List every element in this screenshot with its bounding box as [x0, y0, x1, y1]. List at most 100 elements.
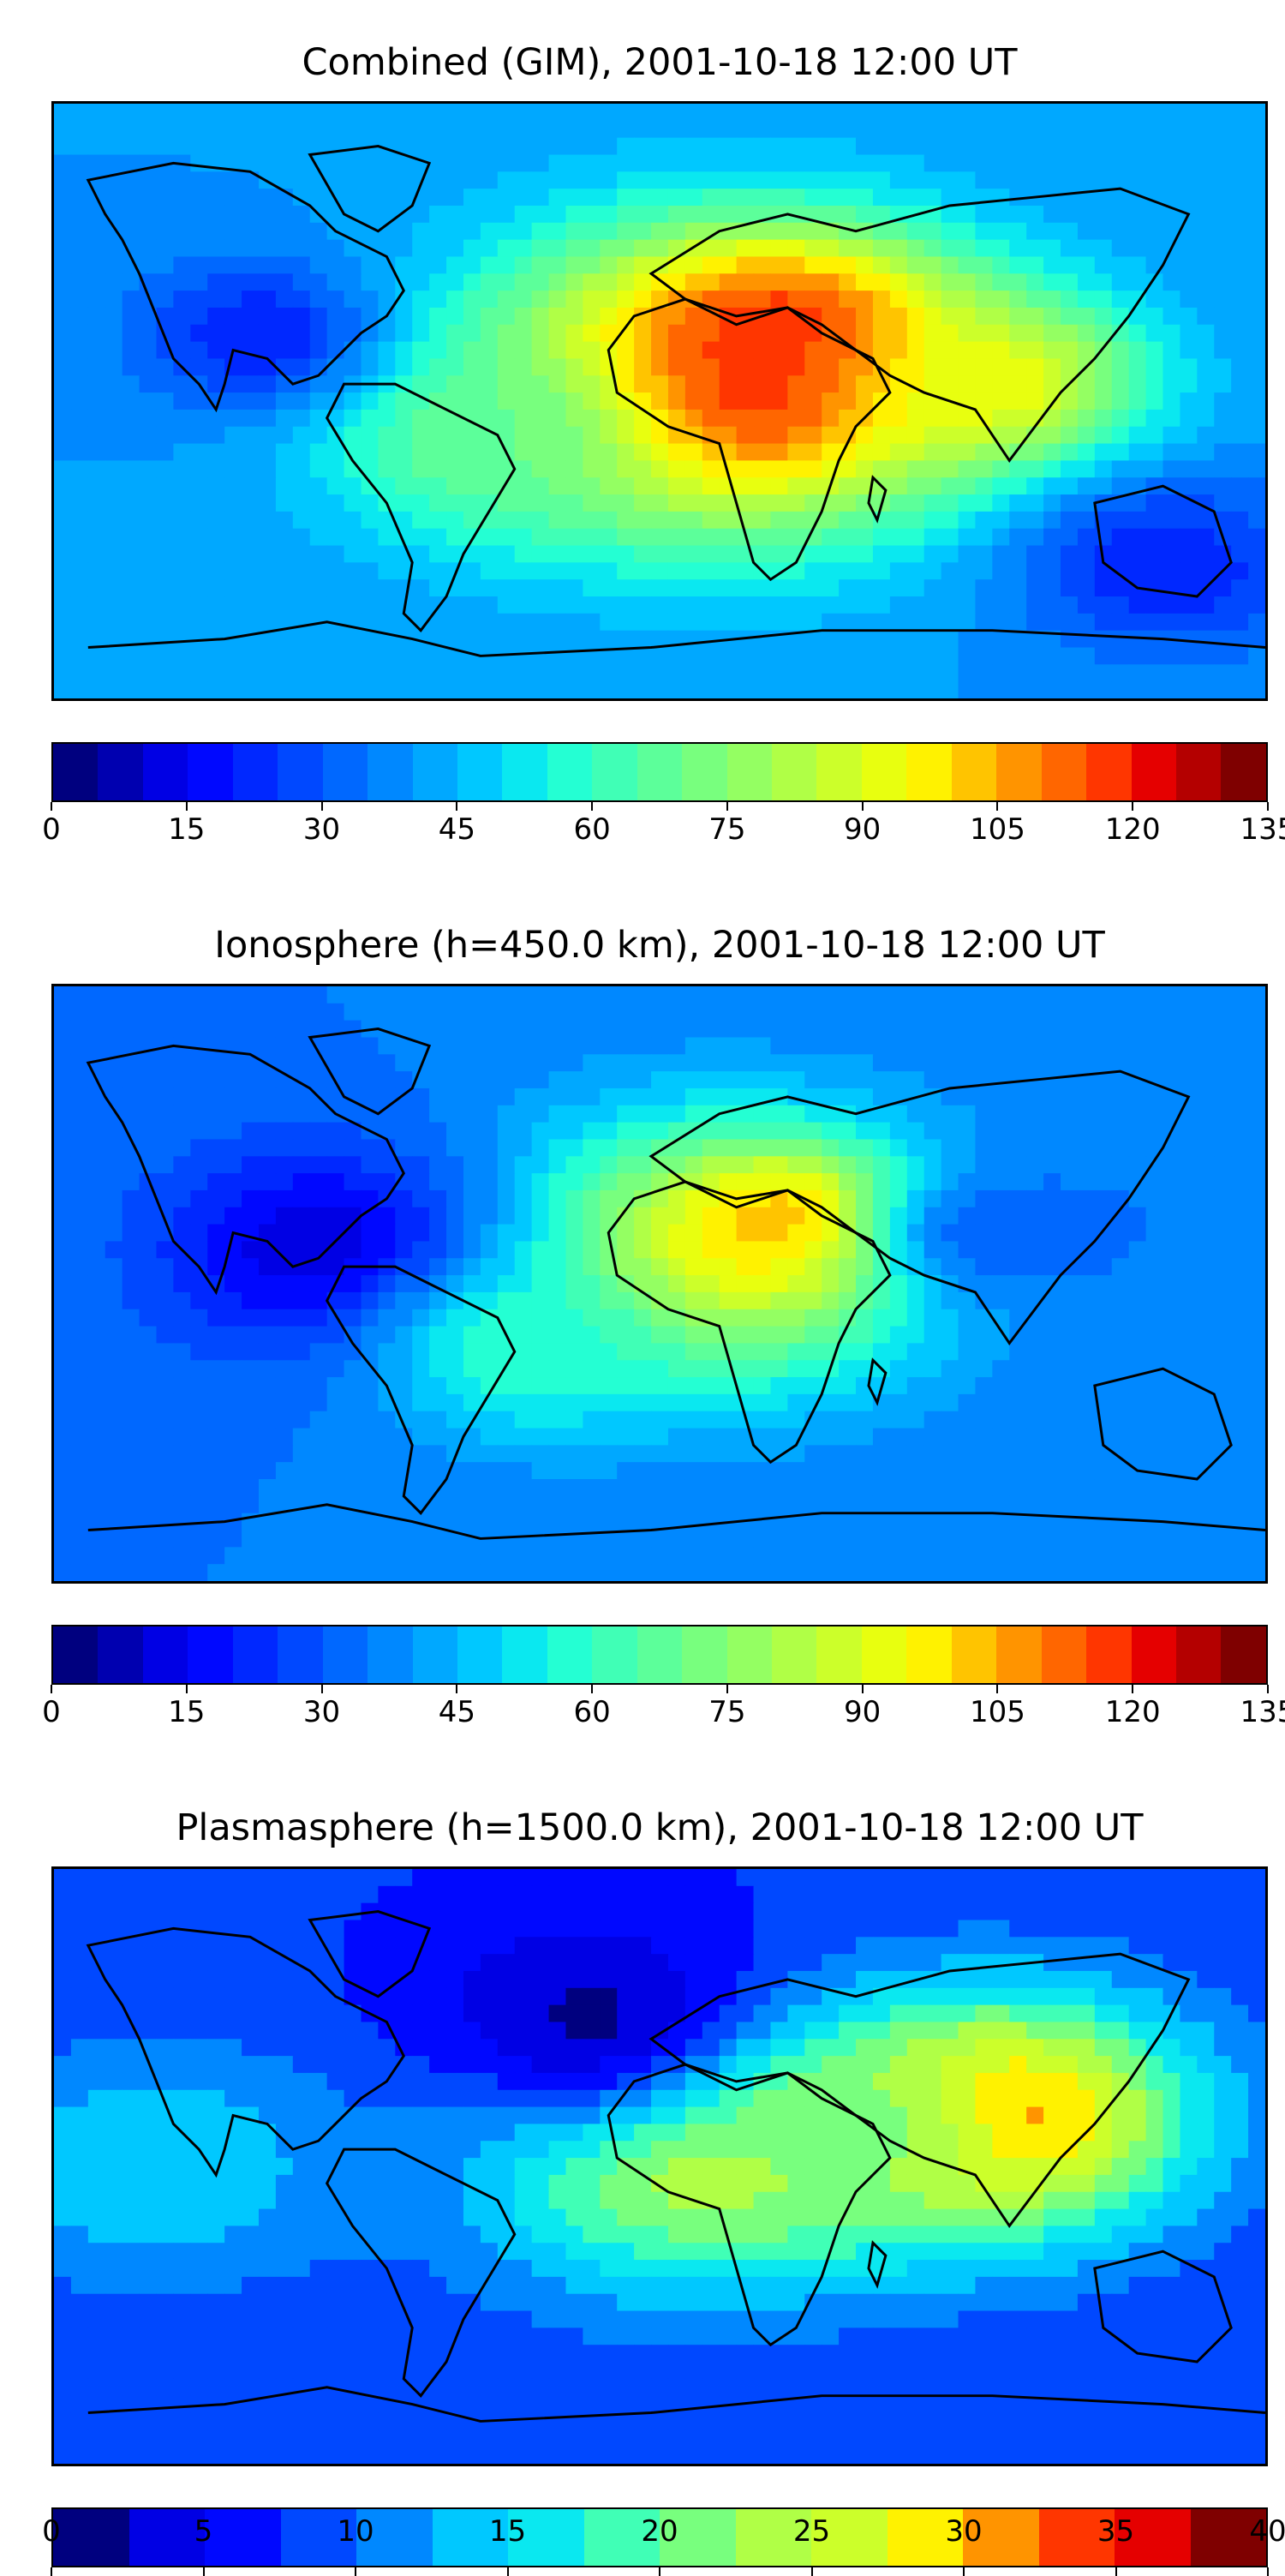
field-cell — [1162, 1258, 1180, 1276]
field-cell — [326, 562, 345, 580]
field-cell — [583, 205, 601, 224]
field-cell — [480, 426, 499, 445]
field-cell — [207, 426, 225, 445]
field-cell — [480, 392, 499, 410]
field-cell — [173, 545, 191, 563]
field-cell — [548, 324, 566, 343]
field-cell — [548, 120, 566, 139]
field-cell — [906, 1207, 925, 1225]
field-cell — [684, 562, 703, 580]
field-cell — [889, 392, 908, 410]
field-cell — [224, 1326, 242, 1344]
field-cell — [292, 307, 311, 326]
field-cell — [856, 1156, 874, 1174]
continent-outline-icon — [86, 145, 1265, 657]
field-cell — [429, 562, 447, 580]
field-cell — [54, 1445, 72, 1463]
field-cell — [634, 104, 652, 122]
field-cell — [242, 1445, 260, 1463]
field-cell — [1094, 1462, 1113, 1480]
field-cell — [463, 273, 481, 291]
field-cell — [258, 443, 277, 461]
field-cell — [309, 460, 328, 478]
field-cell — [514, 1547, 533, 1565]
field-cell — [889, 664, 908, 682]
field-cell — [275, 596, 294, 614]
field-cell — [429, 1377, 447, 1395]
field-cell — [872, 171, 891, 189]
field-cell — [497, 104, 516, 122]
field-cell — [889, 256, 908, 274]
field-cell — [1009, 1139, 1027, 1157]
field-cell — [1145, 1360, 1164, 1378]
field-cell — [87, 1020, 106, 1038]
field-cell — [787, 409, 805, 428]
field-cell — [497, 256, 516, 274]
field-cell — [122, 1462, 140, 1480]
field-cell — [736, 562, 755, 580]
field-cell — [156, 1411, 174, 1429]
field-cell — [190, 596, 208, 614]
colorbar-tick-label: 0 — [42, 812, 61, 847]
field-cell — [736, 154, 755, 172]
field-cell — [1180, 409, 1198, 428]
field-cell — [514, 1224, 533, 1242]
field-cell — [1111, 1037, 1130, 1055]
field-cell — [822, 120, 840, 139]
field-cell — [514, 1003, 533, 1021]
field-cell — [139, 1241, 157, 1259]
colorbar-tick-label: 135 — [1240, 812, 1285, 847]
field-cell — [1162, 1479, 1180, 1497]
field-cell — [617, 1020, 635, 1038]
field-cell — [105, 358, 123, 376]
field-cell — [684, 1428, 703, 1446]
field-cell — [531, 1207, 550, 1225]
field-cell — [497, 647, 516, 665]
field-cell — [1043, 1360, 1061, 1378]
field-cell — [804, 528, 822, 547]
field-cell — [1009, 562, 1027, 580]
field-cell — [463, 291, 481, 309]
field-cell — [1077, 341, 1096, 359]
field-cell — [667, 1037, 686, 1055]
field-cell — [292, 579, 311, 597]
field-cell — [292, 681, 311, 698]
field-cell — [463, 1513, 481, 1531]
field-cell — [941, 1360, 959, 1378]
field-cell — [651, 1428, 669, 1446]
field-cell — [1214, 1003, 1232, 1021]
field-cell — [326, 1003, 345, 1021]
field-cell — [1231, 1377, 1249, 1395]
field-cell — [856, 291, 874, 309]
field-cell — [839, 1291, 857, 1310]
field-cell — [514, 171, 533, 189]
field-cell — [634, 426, 652, 445]
field-cell — [770, 137, 788, 155]
field-cell — [856, 358, 874, 376]
field-cell — [1145, 443, 1164, 461]
field-cell — [667, 1003, 686, 1021]
field-cell — [531, 596, 550, 614]
field-cell — [839, 477, 857, 495]
field-cell — [514, 1207, 533, 1225]
field-cell — [309, 1037, 328, 1055]
field-cell — [224, 1020, 242, 1038]
field-cell — [667, 1495, 686, 1514]
field-cell — [719, 154, 738, 172]
field-cell — [105, 104, 123, 122]
field-cell — [651, 562, 669, 580]
field-cell — [1180, 256, 1198, 274]
field-cell — [1162, 460, 1180, 478]
field-cell — [378, 986, 396, 1004]
field-cell — [224, 596, 242, 614]
field-cell — [1061, 664, 1079, 682]
field-cell — [702, 392, 720, 410]
field-cell — [463, 1462, 481, 1480]
field-cell — [173, 681, 191, 698]
field-cell — [822, 1139, 840, 1157]
field-cell — [190, 222, 208, 241]
colorbar-tick — [591, 802, 594, 811]
field-cell — [1094, 562, 1113, 580]
field-cell — [583, 1513, 601, 1531]
field-cell — [275, 273, 294, 291]
